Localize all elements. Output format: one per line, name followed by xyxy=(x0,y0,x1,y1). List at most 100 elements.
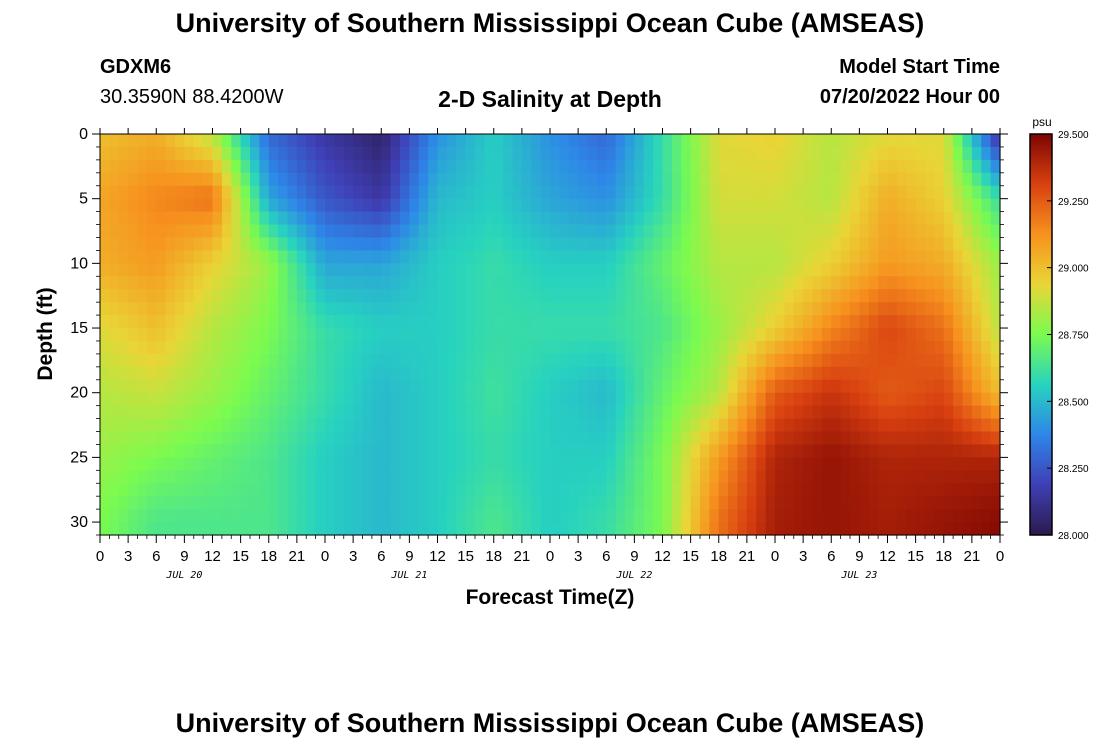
heatmap-cell xyxy=(568,470,579,484)
heatmap-cell xyxy=(118,159,129,174)
heatmap-cell xyxy=(221,379,232,394)
heatmap-cell xyxy=(118,470,129,484)
heatmap-cell xyxy=(137,496,148,510)
heatmap-cell xyxy=(925,237,935,252)
heatmap-cell xyxy=(118,302,129,316)
heatmap-cell xyxy=(690,418,701,433)
heatmap-cell xyxy=(578,418,589,433)
heatmap-cell xyxy=(887,250,898,264)
heatmap-cell xyxy=(325,250,335,264)
heatmap-cell xyxy=(428,172,439,187)
heatmap-cell xyxy=(268,315,279,329)
heatmap-cell xyxy=(193,496,204,510)
x-tick-label: 15 xyxy=(682,548,699,565)
heatmap-cell xyxy=(831,340,842,355)
heatmap-cell xyxy=(493,198,504,213)
heatmap-cell xyxy=(737,483,748,497)
heatmap-cell xyxy=(503,457,514,471)
heatmap-cell xyxy=(493,276,504,290)
y-axis-label: Depth (ft) xyxy=(34,287,57,380)
heatmap-cell xyxy=(250,159,260,174)
heatmap-cell xyxy=(221,289,232,303)
heatmap-cell xyxy=(296,172,307,187)
heatmap-cell xyxy=(915,289,926,303)
heatmap-cell xyxy=(306,522,317,536)
heatmap-cell xyxy=(221,392,232,407)
heatmap-cell xyxy=(887,457,898,471)
heatmap-cell xyxy=(990,405,1001,420)
heatmap-cell xyxy=(990,328,1001,342)
heatmap-cell xyxy=(128,237,139,252)
heatmap-cell xyxy=(146,315,157,329)
heatmap-cell xyxy=(184,302,195,316)
heatmap-cell xyxy=(746,496,757,510)
heatmap-cell xyxy=(137,134,148,148)
heatmap-cell xyxy=(606,392,617,407)
heatmap-cell xyxy=(193,276,204,290)
heatmap-cell xyxy=(278,496,289,510)
heatmap-cell xyxy=(315,418,326,433)
heatmap-cell xyxy=(953,340,964,355)
heatmap-cell xyxy=(690,379,701,394)
heatmap-cell xyxy=(840,353,851,368)
heatmap-cell xyxy=(718,146,729,161)
heatmap-cell xyxy=(381,431,392,446)
heatmap-cell xyxy=(315,276,326,290)
heatmap-cell xyxy=(493,483,504,497)
heatmap-cell xyxy=(953,172,964,187)
colorbar-units-label: psu xyxy=(1032,115,1051,129)
heatmap-cell xyxy=(728,353,739,368)
heatmap-cell xyxy=(278,198,289,213)
heatmap-cell xyxy=(559,379,570,394)
heatmap-cell xyxy=(268,405,279,420)
heatmap-cell xyxy=(390,185,401,200)
heatmap-cell xyxy=(184,289,195,303)
heatmap-cell xyxy=(803,315,814,329)
heatmap-cell xyxy=(287,276,298,290)
heatmap-cell xyxy=(128,250,139,264)
heatmap-cell xyxy=(456,302,467,316)
heatmap-cell xyxy=(390,198,401,213)
heatmap-cell xyxy=(193,405,204,420)
heatmap-cell xyxy=(193,198,204,213)
heatmap-cell xyxy=(465,263,476,277)
heatmap-cell xyxy=(437,172,448,187)
heatmap-cell xyxy=(306,289,317,303)
heatmap-cell xyxy=(250,198,260,213)
heatmap-cell xyxy=(456,146,467,161)
heatmap-cell xyxy=(146,379,157,394)
heatmap-cell xyxy=(400,418,410,433)
heatmap-cell xyxy=(165,340,176,355)
heatmap-cell xyxy=(728,250,739,264)
heatmap-cell xyxy=(906,379,917,394)
heatmap-cell xyxy=(906,496,917,510)
heatmap-cell xyxy=(718,134,729,148)
heatmap-cell xyxy=(709,250,720,264)
heatmap-cell xyxy=(896,302,907,316)
heatmap-cell xyxy=(456,431,467,446)
heatmap-cell xyxy=(100,392,110,407)
heatmap-cell xyxy=(475,276,485,290)
heatmap-cell xyxy=(137,276,148,290)
heatmap-cell xyxy=(850,353,860,368)
heatmap-cell xyxy=(315,379,326,394)
heatmap-cell xyxy=(784,366,795,381)
heatmap-cell xyxy=(531,198,542,213)
heatmap-cell xyxy=(915,392,926,407)
heatmap-cell xyxy=(971,457,982,471)
heatmap-cell xyxy=(971,392,982,407)
heatmap-cell xyxy=(634,134,645,148)
heatmap-cell xyxy=(475,418,485,433)
heatmap-cell xyxy=(840,509,851,523)
heatmap-cell xyxy=(268,172,279,187)
heatmap-cell xyxy=(662,470,673,484)
heatmap-cell xyxy=(353,444,364,458)
heatmap-cell xyxy=(306,134,317,148)
heatmap-cell xyxy=(175,224,185,239)
heatmap-cell xyxy=(962,315,973,329)
heatmap-cell xyxy=(634,263,645,277)
heatmap-cell xyxy=(728,366,739,381)
heatmap-cell xyxy=(596,250,607,264)
heatmap-cell xyxy=(662,276,673,290)
heatmap-cell xyxy=(803,392,814,407)
